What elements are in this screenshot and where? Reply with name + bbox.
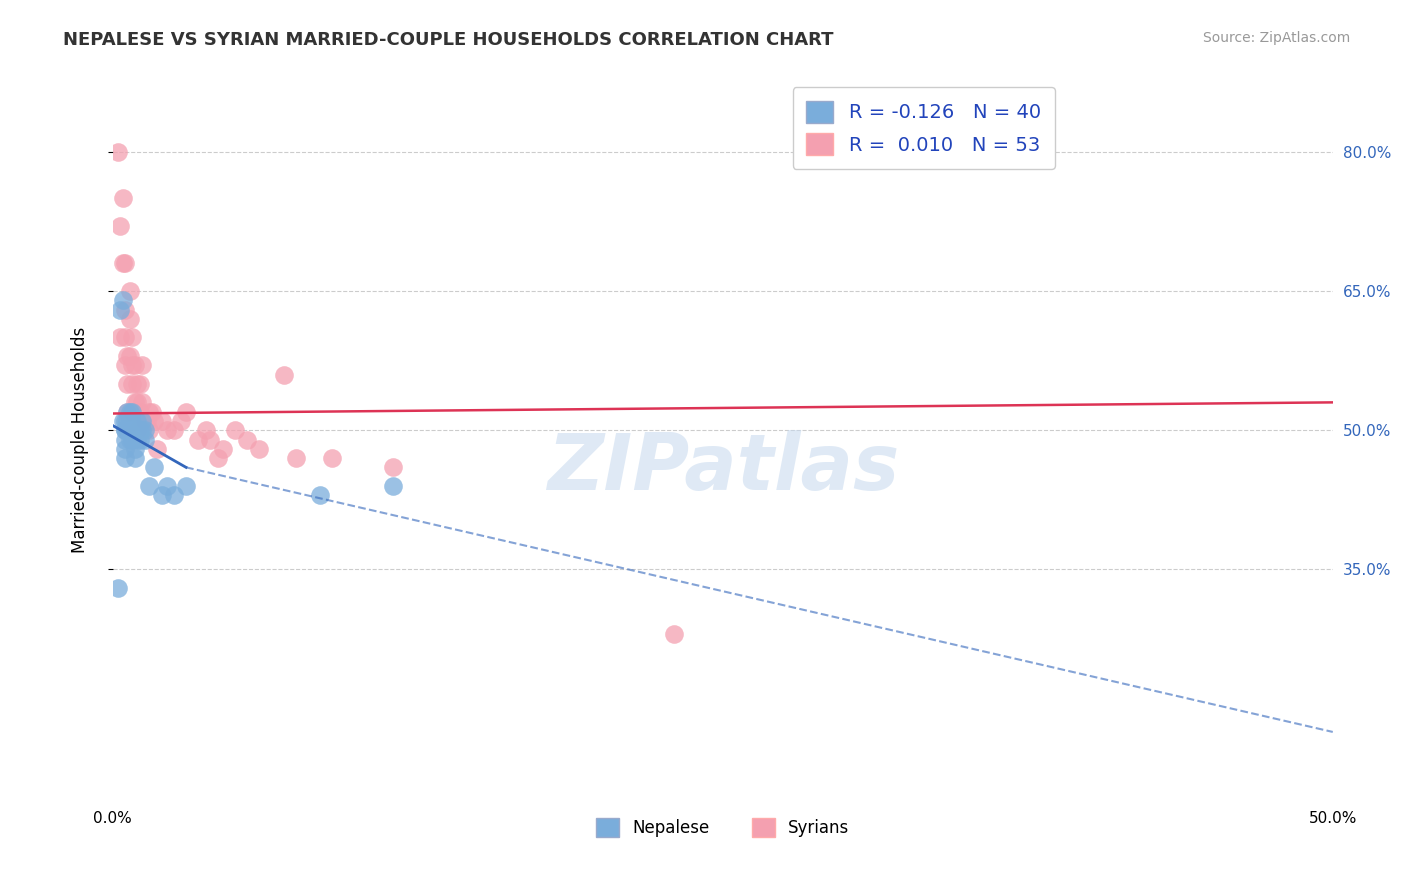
- Point: [114, 423, 136, 437]
- Point: [138, 404, 160, 418]
- Point: [111, 414, 134, 428]
- Point: [124, 395, 146, 409]
- Point: [121, 414, 143, 428]
- Point: [114, 433, 136, 447]
- Point: [114, 414, 136, 428]
- Point: [128, 423, 150, 437]
- Point: [127, 414, 149, 428]
- Point: [131, 414, 153, 428]
- Point: [163, 423, 186, 437]
- Point: [121, 330, 143, 344]
- Point: [143, 460, 166, 475]
- Point: [111, 293, 134, 308]
- Point: [309, 488, 332, 502]
- Point: [321, 451, 343, 466]
- Point: [224, 423, 246, 437]
- Point: [138, 423, 160, 437]
- Point: [131, 358, 153, 372]
- Point: [127, 395, 149, 409]
- Point: [118, 423, 141, 437]
- Point: [141, 404, 163, 418]
- Point: [118, 414, 141, 428]
- Point: [134, 423, 156, 437]
- Point: [118, 433, 141, 447]
- Point: [150, 414, 173, 428]
- Point: [111, 191, 134, 205]
- Point: [121, 376, 143, 391]
- Point: [128, 376, 150, 391]
- Point: [207, 451, 229, 466]
- Point: [121, 433, 143, 447]
- Point: [114, 358, 136, 372]
- Point: [138, 479, 160, 493]
- Point: [118, 284, 141, 298]
- Point: [124, 358, 146, 372]
- Point: [127, 423, 149, 437]
- Text: Source: ZipAtlas.com: Source: ZipAtlas.com: [1202, 31, 1350, 45]
- Point: [108, 302, 131, 317]
- Point: [117, 404, 139, 418]
- Point: [194, 423, 217, 437]
- Point: [174, 404, 197, 418]
- Point: [382, 460, 405, 475]
- Point: [155, 479, 177, 493]
- Point: [273, 368, 295, 382]
- Point: [121, 423, 143, 437]
- Point: [121, 404, 143, 418]
- Point: [127, 433, 149, 447]
- Point: [114, 330, 136, 344]
- Point: [145, 442, 167, 456]
- Point: [117, 423, 139, 437]
- Point: [247, 442, 270, 456]
- Point: [134, 414, 156, 428]
- Point: [118, 311, 141, 326]
- Point: [114, 451, 136, 466]
- Point: [117, 414, 139, 428]
- Point: [118, 404, 141, 418]
- Point: [117, 349, 139, 363]
- Point: [121, 404, 143, 418]
- Point: [134, 433, 156, 447]
- Point: [117, 404, 139, 418]
- Point: [117, 376, 139, 391]
- Point: [111, 256, 134, 270]
- Point: [174, 479, 197, 493]
- Point: [127, 376, 149, 391]
- Point: [236, 433, 259, 447]
- Point: [163, 488, 186, 502]
- Point: [128, 404, 150, 418]
- Point: [284, 451, 307, 466]
- Point: [114, 423, 136, 437]
- Point: [121, 358, 143, 372]
- Point: [136, 414, 159, 428]
- Point: [127, 423, 149, 437]
- Point: [187, 433, 209, 447]
- Legend: Nepalese, Syrians: Nepalese, Syrians: [589, 812, 856, 844]
- Point: [124, 451, 146, 466]
- Point: [170, 414, 193, 428]
- Point: [131, 395, 153, 409]
- Point: [662, 627, 685, 641]
- Text: ZIPatlas: ZIPatlas: [547, 431, 898, 507]
- Point: [124, 442, 146, 456]
- Point: [108, 330, 131, 344]
- Point: [155, 423, 177, 437]
- Text: NEPALESE VS SYRIAN MARRIED-COUPLE HOUSEHOLDS CORRELATION CHART: NEPALESE VS SYRIAN MARRIED-COUPLE HOUSEH…: [63, 31, 834, 49]
- Point: [143, 414, 166, 428]
- Point: [114, 442, 136, 456]
- Point: [107, 581, 129, 595]
- Point: [114, 302, 136, 317]
- Point: [382, 479, 405, 493]
- Point: [200, 433, 222, 447]
- Point: [118, 349, 141, 363]
- Y-axis label: Married-couple Households: Married-couple Households: [72, 326, 89, 553]
- Point: [107, 145, 129, 159]
- Point: [211, 442, 233, 456]
- Point: [150, 488, 173, 502]
- Point: [128, 433, 150, 447]
- Point: [131, 423, 153, 437]
- Point: [108, 219, 131, 233]
- Point: [114, 256, 136, 270]
